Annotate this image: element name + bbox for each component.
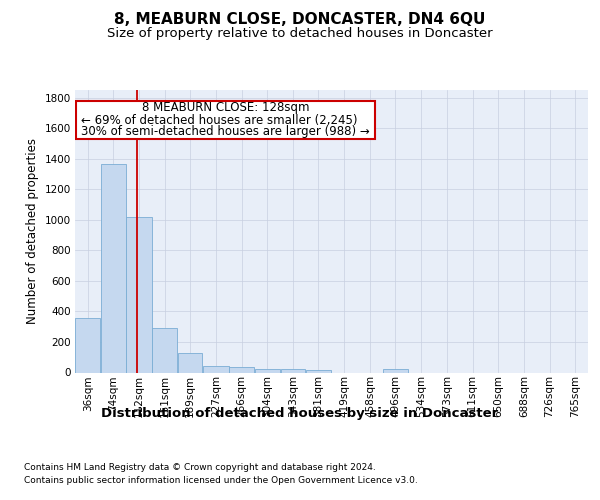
Text: 8, MEABURN CLOSE, DONCASTER, DN4 6QU: 8, MEABURN CLOSE, DONCASTER, DN4 6QU (115, 12, 485, 28)
Bar (254, 368, 280, 372)
Bar (152, 328, 177, 372)
Text: Distribution of detached houses by size in Doncaster: Distribution of detached houses by size … (101, 408, 499, 420)
Y-axis label: Number of detached properties: Number of detached properties (26, 138, 39, 324)
Bar (126, 216, 152, 372)
Bar (203, 366, 229, 372)
Bar (383, 370, 408, 372)
Text: 8 MEABURN CLOSE: 128sqm: 8 MEABURN CLOSE: 128sqm (142, 102, 309, 114)
Text: Contains public sector information licensed under the Open Government Licence v3: Contains public sector information licen… (24, 476, 418, 485)
Text: ← 69% of detached houses are smaller (2,245): ← 69% of detached houses are smaller (2,… (81, 114, 358, 126)
Text: Contains HM Land Registry data © Crown copyright and database right 2024.: Contains HM Land Registry data © Crown c… (24, 462, 376, 471)
Bar (178, 353, 202, 372)
Bar (75, 318, 100, 372)
Bar (281, 370, 305, 372)
Bar (229, 367, 254, 372)
Text: 30% of semi-detached houses are larger (988) →: 30% of semi-detached houses are larger (… (81, 125, 370, 138)
Bar (101, 164, 125, 372)
Bar (306, 370, 331, 372)
Text: Size of property relative to detached houses in Doncaster: Size of property relative to detached ho… (107, 28, 493, 40)
FancyBboxPatch shape (76, 102, 375, 139)
